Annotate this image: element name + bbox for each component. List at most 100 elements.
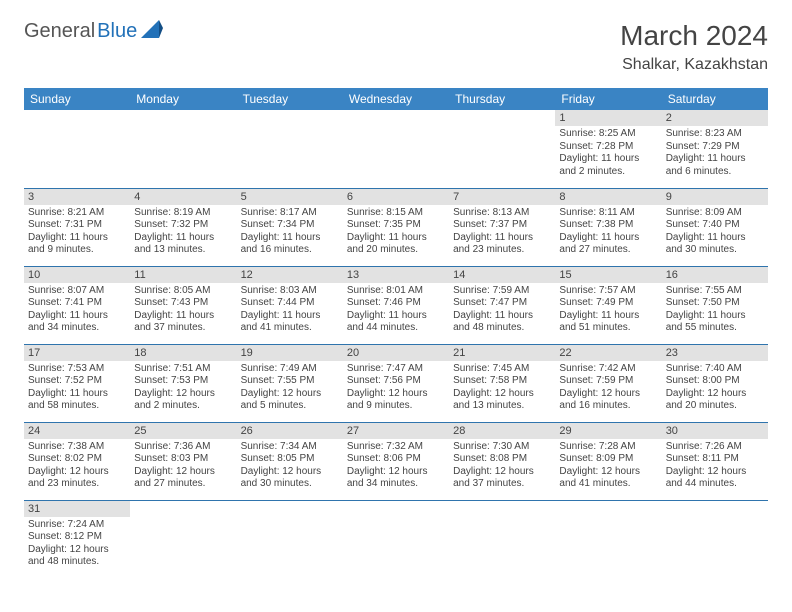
day-dl1: Daylight: 12 hours: [559, 388, 657, 401]
day-dl2: and 58 minutes.: [28, 400, 126, 413]
day-number: 11: [130, 267, 236, 283]
calendar-body: 1Sunrise: 8:25 AMSunset: 7:28 PMDaylight…: [24, 110, 768, 578]
sail-icon: [141, 20, 163, 43]
day-sr: Sunrise: 7:49 AM: [241, 363, 339, 376]
day-cell: 11Sunrise: 8:05 AMSunset: 7:43 PMDayligh…: [130, 266, 236, 344]
day-sr: Sunrise: 7:34 AM: [241, 441, 339, 454]
day-dl1: Daylight: 11 hours: [134, 310, 232, 323]
day-dl1: Daylight: 11 hours: [134, 232, 232, 245]
day-dl2: and 23 minutes.: [453, 244, 551, 257]
day-number: 15: [555, 267, 661, 283]
day-dl1: Daylight: 12 hours: [666, 466, 764, 479]
day-dl2: and 5 minutes.: [241, 400, 339, 413]
week-row: 3Sunrise: 8:21 AMSunset: 7:31 PMDaylight…: [24, 188, 768, 266]
day-sr: Sunrise: 7:59 AM: [453, 285, 551, 298]
day-number: 10: [24, 267, 130, 283]
day-sr: Sunrise: 8:11 AM: [559, 207, 657, 220]
day-sr: Sunrise: 8:05 AM: [134, 285, 232, 298]
day-details: Sunrise: 7:57 AMSunset: 7:49 PMDaylight:…: [555, 283, 661, 339]
day-dl2: and 30 minutes.: [241, 478, 339, 491]
day-number: 30: [662, 423, 768, 439]
day-ss: Sunset: 8:12 PM: [28, 531, 126, 544]
day-cell: 26Sunrise: 7:34 AMSunset: 8:05 PMDayligh…: [237, 422, 343, 500]
day-sr: Sunrise: 7:57 AM: [559, 285, 657, 298]
empty-cell: [130, 110, 236, 188]
day-dl1: Daylight: 11 hours: [347, 310, 445, 323]
day-sr: Sunrise: 7:42 AM: [559, 363, 657, 376]
day-dl1: Daylight: 12 hours: [453, 388, 551, 401]
day-dl1: Daylight: 12 hours: [134, 388, 232, 401]
day-ss: Sunset: 7:50 PM: [666, 297, 764, 310]
day-cell: 16Sunrise: 7:55 AMSunset: 7:50 PMDayligh…: [662, 266, 768, 344]
day-details: Sunrise: 7:36 AMSunset: 8:03 PMDaylight:…: [130, 439, 236, 495]
day-dl2: and 20 minutes.: [666, 400, 764, 413]
day-number: 17: [24, 345, 130, 361]
day-details: Sunrise: 8:13 AMSunset: 7:37 PMDaylight:…: [449, 205, 555, 261]
day-dl1: Daylight: 11 hours: [28, 388, 126, 401]
header: General Blue March 2024 Shalkar, Kazakhs…: [24, 20, 768, 74]
dayhead-saturday: Saturday: [662, 88, 768, 110]
day-sr: Sunrise: 7:30 AM: [453, 441, 551, 454]
day-dl2: and 16 minutes.: [559, 400, 657, 413]
day-dl2: and 9 minutes.: [347, 400, 445, 413]
day-details: Sunrise: 8:25 AMSunset: 7:28 PMDaylight:…: [555, 126, 661, 182]
dayhead-friday: Friday: [555, 88, 661, 110]
day-cell: 29Sunrise: 7:28 AMSunset: 8:09 PMDayligh…: [555, 422, 661, 500]
day-number: 31: [24, 501, 130, 517]
day-dl2: and 37 minutes.: [453, 478, 551, 491]
day-cell: 13Sunrise: 8:01 AMSunset: 7:46 PMDayligh…: [343, 266, 449, 344]
day-sr: Sunrise: 8:01 AM: [347, 285, 445, 298]
day-dl2: and 37 minutes.: [134, 322, 232, 335]
day-details: Sunrise: 8:01 AMSunset: 7:46 PMDaylight:…: [343, 283, 449, 339]
day-cell: 12Sunrise: 8:03 AMSunset: 7:44 PMDayligh…: [237, 266, 343, 344]
day-details: Sunrise: 8:17 AMSunset: 7:34 PMDaylight:…: [237, 205, 343, 261]
day-details: Sunrise: 7:30 AMSunset: 8:08 PMDaylight:…: [449, 439, 555, 495]
day-details: Sunrise: 7:55 AMSunset: 7:50 PMDaylight:…: [662, 283, 768, 339]
day-details: Sunrise: 7:53 AMSunset: 7:52 PMDaylight:…: [24, 361, 130, 417]
dayhead-sunday: Sunday: [24, 88, 130, 110]
day-dl1: Daylight: 11 hours: [453, 232, 551, 245]
day-dl2: and 20 minutes.: [347, 244, 445, 257]
day-number: 8: [555, 189, 661, 205]
day-details: Sunrise: 7:40 AMSunset: 8:00 PMDaylight:…: [662, 361, 768, 417]
day-sr: Sunrise: 8:17 AM: [241, 207, 339, 220]
dayhead-thursday: Thursday: [449, 88, 555, 110]
day-cell: 25Sunrise: 7:36 AMSunset: 8:03 PMDayligh…: [130, 422, 236, 500]
day-cell: 31Sunrise: 7:24 AMSunset: 8:12 PMDayligh…: [24, 500, 130, 578]
day-details: Sunrise: 7:24 AMSunset: 8:12 PMDaylight:…: [24, 517, 130, 573]
day-cell: 6Sunrise: 8:15 AMSunset: 7:35 PMDaylight…: [343, 188, 449, 266]
day-details: Sunrise: 7:32 AMSunset: 8:06 PMDaylight:…: [343, 439, 449, 495]
day-dl1: Daylight: 11 hours: [559, 232, 657, 245]
day-sr: Sunrise: 7:38 AM: [28, 441, 126, 454]
day-number: 3: [24, 189, 130, 205]
day-dl2: and 6 minutes.: [666, 166, 764, 179]
day-dl1: Daylight: 12 hours: [134, 466, 232, 479]
week-row: 1Sunrise: 8:25 AMSunset: 7:28 PMDaylight…: [24, 110, 768, 188]
day-number: 7: [449, 189, 555, 205]
day-ss: Sunset: 7:43 PM: [134, 297, 232, 310]
day-number: 29: [555, 423, 661, 439]
week-row: 10Sunrise: 8:07 AMSunset: 7:41 PMDayligh…: [24, 266, 768, 344]
day-dl2: and 44 minutes.: [666, 478, 764, 491]
day-ss: Sunset: 7:34 PM: [241, 219, 339, 232]
day-number: 16: [662, 267, 768, 283]
day-dl1: Daylight: 12 hours: [28, 466, 126, 479]
day-sr: Sunrise: 7:36 AM: [134, 441, 232, 454]
empty-cell: [449, 110, 555, 188]
day-ss: Sunset: 8:06 PM: [347, 453, 445, 466]
day-ss: Sunset: 7:49 PM: [559, 297, 657, 310]
day-dl1: Daylight: 11 hours: [559, 310, 657, 323]
day-number: 27: [343, 423, 449, 439]
day-details: Sunrise: 8:07 AMSunset: 7:41 PMDaylight:…: [24, 283, 130, 339]
day-sr: Sunrise: 8:19 AM: [134, 207, 232, 220]
day-details: Sunrise: 8:05 AMSunset: 7:43 PMDaylight:…: [130, 283, 236, 339]
day-dl1: Daylight: 12 hours: [347, 466, 445, 479]
dayhead-tuesday: Tuesday: [237, 88, 343, 110]
day-cell: 14Sunrise: 7:59 AMSunset: 7:47 PMDayligh…: [449, 266, 555, 344]
day-ss: Sunset: 7:44 PM: [241, 297, 339, 310]
day-details: Sunrise: 8:19 AMSunset: 7:32 PMDaylight:…: [130, 205, 236, 261]
day-cell: 15Sunrise: 7:57 AMSunset: 7:49 PMDayligh…: [555, 266, 661, 344]
day-dl1: Daylight: 12 hours: [241, 466, 339, 479]
day-dl2: and 41 minutes.: [559, 478, 657, 491]
day-number: 14: [449, 267, 555, 283]
